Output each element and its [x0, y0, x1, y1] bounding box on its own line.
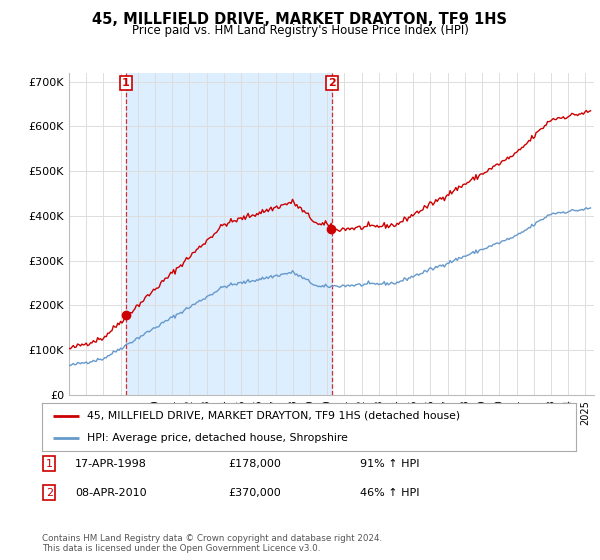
Text: £370,000: £370,000 [228, 488, 281, 498]
Text: 08-APR-2010: 08-APR-2010 [75, 488, 146, 498]
Text: 2: 2 [328, 78, 336, 88]
Text: 2: 2 [46, 488, 53, 498]
Text: Contains HM Land Registry data © Crown copyright and database right 2024.
This d: Contains HM Land Registry data © Crown c… [42, 534, 382, 553]
Text: £178,000: £178,000 [228, 459, 281, 469]
Text: 45, MILLFIELD DRIVE, MARKET DRAYTON, TF9 1HS (detached house): 45, MILLFIELD DRIVE, MARKET DRAYTON, TF9… [88, 410, 461, 421]
Text: 46% ↑ HPI: 46% ↑ HPI [360, 488, 419, 498]
Text: 91% ↑ HPI: 91% ↑ HPI [360, 459, 419, 469]
Text: 1: 1 [46, 459, 53, 469]
Text: 17-APR-1998: 17-APR-1998 [75, 459, 147, 469]
Text: HPI: Average price, detached house, Shropshire: HPI: Average price, detached house, Shro… [88, 433, 348, 444]
Text: 45, MILLFIELD DRIVE, MARKET DRAYTON, TF9 1HS: 45, MILLFIELD DRIVE, MARKET DRAYTON, TF9… [92, 12, 508, 27]
Bar [125, 73, 332, 395]
Text: Price paid vs. HM Land Registry's House Price Index (HPI): Price paid vs. HM Land Registry's House … [131, 24, 469, 36]
Text: 1: 1 [122, 78, 130, 88]
